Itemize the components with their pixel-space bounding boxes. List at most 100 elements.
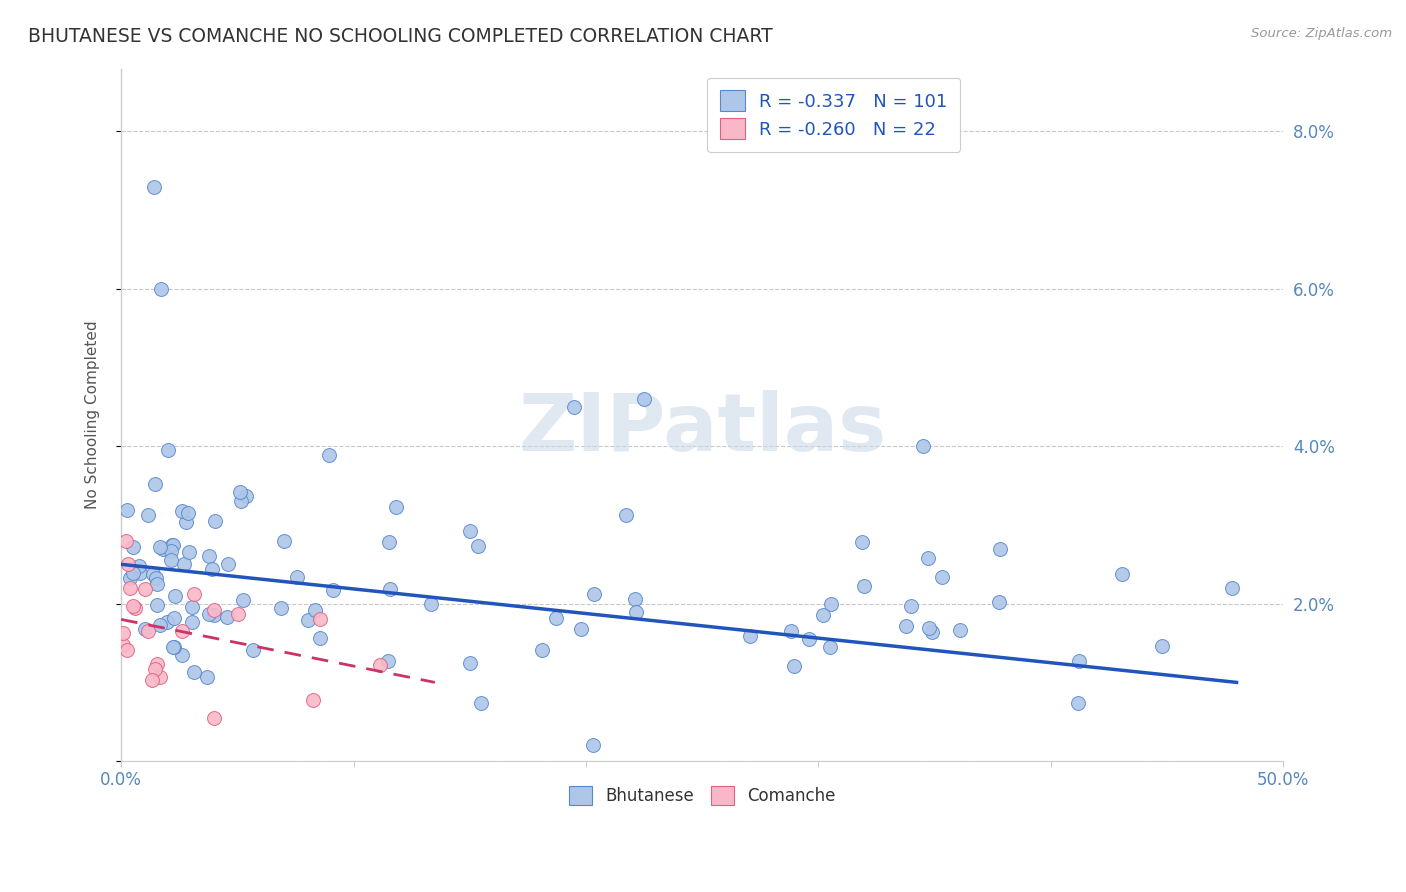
Point [851,535,873,549]
Point [202,608,225,623]
Text: Source: ZipAtlas.com: Source: ZipAtlas.com [1251,27,1392,40]
Point [162,610,184,624]
Point [811,607,834,622]
Point [309,612,332,626]
Point [180,600,202,615]
Point [149,282,172,296]
Point [917,550,939,565]
Point [301,693,323,707]
Point [1220,582,1243,596]
Point [385,500,408,515]
Point [624,591,647,606]
Point [202,603,225,617]
Point [157,442,180,457]
Point [176,506,198,520]
Point [377,654,399,668]
Point [195,670,218,684]
Text: BHUTANESE VS COMANCHE NO SCHOOLING COMPLETED CORRELATION CHART: BHUTANESE VS COMANCHE NO SCHOOLING COMPL… [28,27,773,45]
Point [204,514,226,528]
Point [235,489,257,503]
Point [378,534,401,549]
Point [162,640,184,654]
Point [911,439,934,453]
Point [174,516,197,530]
Point [160,544,183,558]
Point [544,611,567,625]
Point [198,607,221,621]
Point [122,599,145,613]
Point [270,601,292,615]
Point [134,622,156,636]
Point [115,502,138,516]
Point [138,624,160,638]
Point [226,607,249,621]
Point [242,643,264,657]
Point [142,179,165,194]
Point [1067,696,1090,710]
Point [583,587,606,601]
Point [117,558,139,572]
Point [297,613,319,627]
Point [900,599,922,614]
Point [582,739,605,753]
Point [142,567,165,582]
Point [780,624,803,639]
Point [183,665,205,679]
Point [458,524,481,538]
Point [820,597,842,611]
Point [894,618,917,632]
Point [145,571,167,585]
Point [163,640,186,654]
Point [782,659,804,673]
Point [231,593,253,607]
Point [122,540,145,554]
Point [1150,639,1173,653]
Point [931,570,953,584]
Point [633,392,655,406]
Point [162,538,184,552]
Point [1067,654,1090,668]
Point [988,595,1011,609]
Point [217,557,239,571]
Point [458,656,481,670]
Point [420,597,443,611]
Point [146,657,169,672]
Point [202,711,225,725]
Point [115,643,138,657]
Point [120,571,142,585]
Point [145,577,167,591]
Point [853,579,876,593]
Point [163,589,186,603]
Point [273,534,295,549]
Point [173,557,195,571]
Point [146,598,169,612]
Point [114,533,136,548]
Point [304,603,326,617]
Point [179,545,201,559]
Point [368,657,391,672]
Point [318,449,340,463]
Point [172,648,194,662]
Point [112,626,135,640]
Point [120,581,142,595]
Point [149,618,172,632]
Point [160,553,183,567]
Point [141,673,163,687]
Point [818,640,841,655]
Point [921,625,943,640]
Point [198,549,221,564]
Point [172,504,194,518]
Point [380,582,402,596]
Point [470,697,492,711]
Point [152,542,174,557]
Point [149,670,172,684]
Point [799,632,821,647]
Point [624,605,647,619]
Point [124,601,146,615]
Point [530,643,553,657]
Point [467,539,489,553]
Point [569,622,592,636]
Point [562,400,585,414]
Point [217,610,239,624]
Point [143,477,166,491]
